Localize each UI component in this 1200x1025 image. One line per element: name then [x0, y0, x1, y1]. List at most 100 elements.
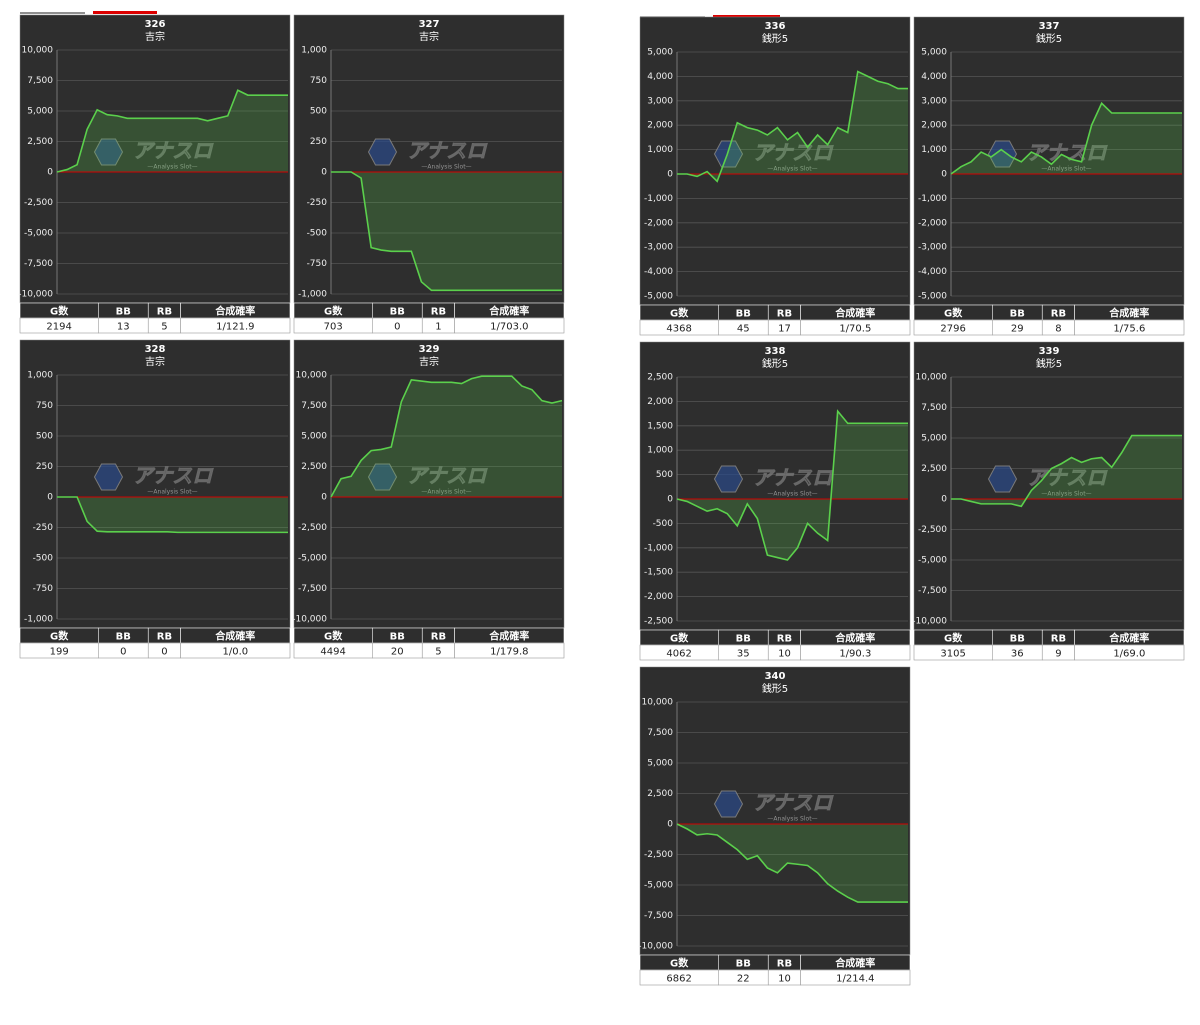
area — [57, 497, 288, 533]
y-tick-label: 2,500 — [921, 464, 947, 474]
table-cell — [454, 642, 565, 659]
chart-subtitle: 銭形5 — [762, 32, 788, 45]
table-header: G数 — [670, 957, 689, 970]
table-cell — [800, 969, 911, 986]
area — [951, 435, 1182, 507]
y-tick-label: -1,000 — [24, 615, 53, 625]
table-header: BB — [1010, 634, 1025, 645]
y-tick-label: -2,500 — [918, 525, 947, 535]
table-header: RB — [431, 632, 446, 643]
table-cell — [1074, 644, 1185, 661]
table-header: 合成確率 — [1108, 307, 1149, 320]
table-value: 20 — [391, 647, 404, 658]
watermark-title: アナスロ — [133, 464, 215, 488]
watermark-logo — [93, 463, 124, 491]
line — [677, 70, 908, 183]
table-value: 17 — [778, 324, 791, 335]
y-tick-label: -5,000 — [298, 554, 327, 564]
watermark-subtitle: —Analysis Slot— — [767, 166, 817, 173]
chart-title: 336 — [765, 21, 786, 32]
y-tick-label: -5,000 — [24, 229, 53, 239]
y-tick-label: -2,000 — [644, 218, 673, 228]
watermark-logo — [713, 790, 744, 818]
y-tick-label: -7,500 — [918, 586, 947, 596]
table-cell — [1074, 319, 1185, 336]
y-tick-label: -750 — [33, 584, 54, 594]
table-value: 3105 — [940, 649, 965, 660]
y-tick-label: -2,000 — [918, 218, 947, 228]
line — [950, 101, 1182, 175]
table-value: 1/69.0 — [1113, 649, 1145, 660]
y-tick-label: 10,000 — [642, 698, 674, 708]
y-tick-label: 1,500 — [647, 421, 673, 431]
line — [56, 89, 288, 173]
y-tick-label: 7,500 — [647, 728, 673, 738]
y-tick-label: 5,000 — [27, 107, 53, 117]
watermark-subtitle: —Analysis Slot— — [147, 489, 197, 496]
area — [677, 71, 908, 182]
y-tick-label: -5,000 — [918, 292, 947, 302]
watermark-subtitle: —Analysis Slot— — [421, 489, 471, 496]
y-tick-label: 500 — [656, 470, 673, 480]
table-header: RB — [157, 307, 172, 318]
table-header: 合成確率 — [214, 630, 255, 643]
y-tick-label: -3,000 — [918, 243, 947, 253]
table-value: 0 — [161, 647, 167, 658]
y-tick-label: 10,000 — [916, 373, 948, 383]
watermark-title: アナスロ — [407, 139, 489, 163]
table-header: 合成確率 — [488, 630, 529, 643]
watermark-logo — [367, 463, 398, 491]
y-tick-label: 0 — [47, 168, 53, 178]
table-header: BB — [390, 307, 405, 318]
line — [951, 434, 1182, 508]
watermark-title: アナスロ — [753, 141, 835, 165]
table-value: 6862 — [666, 974, 691, 985]
chart-title: 338 — [765, 346, 786, 357]
y-tick-label: -1,000 — [298, 290, 327, 300]
table-value: 2796 — [940, 324, 965, 335]
y-tick-label: -250 — [307, 198, 328, 208]
chart-subtitle: 吉宗 — [419, 355, 439, 368]
table-header: RB — [1051, 309, 1066, 320]
y-tick-label: 1,000 — [921, 145, 947, 155]
table-value: 0 — [394, 322, 400, 333]
area — [331, 376, 562, 497]
table-header: BB — [116, 307, 131, 318]
table-header: RB — [157, 632, 172, 643]
table-header: G数 — [324, 305, 343, 318]
y-tick-label: -2,500 — [644, 617, 673, 627]
y-tick-label: 750 — [36, 401, 53, 411]
y-tick-label: -2,000 — [644, 592, 673, 602]
watermark-logo — [367, 138, 398, 166]
chart-title: 328 — [145, 344, 166, 355]
chart-subtitle: 吉宗 — [145, 30, 165, 43]
table-value: 4062 — [666, 649, 691, 660]
line — [57, 496, 288, 534]
watermark-title: アナスロ — [407, 464, 489, 488]
y-tick-label: -4,000 — [644, 267, 673, 277]
chart-subtitle: 吉宗 — [419, 30, 439, 43]
table-value: 4368 — [666, 324, 691, 335]
table-header: BB — [1010, 309, 1025, 320]
y-tick-label: -10,000 — [18, 290, 53, 300]
table-header: RB — [1051, 634, 1066, 645]
table-value: 9 — [1055, 649, 1061, 660]
y-tick-label: -10,000 — [292, 615, 327, 625]
area — [331, 172, 562, 291]
y-tick-label: 1,000 — [301, 46, 327, 56]
table-value: 1/703.0 — [490, 322, 528, 333]
y-tick-label: 500 — [36, 432, 53, 442]
table-header: 合成確率 — [488, 305, 529, 318]
table-header: BB — [736, 634, 751, 645]
table-cell — [454, 317, 565, 334]
y-tick-label: 3,000 — [921, 96, 947, 106]
table-value: 29 — [1011, 324, 1024, 335]
panel-background — [639, 666, 911, 956]
y-tick-label: -250 — [33, 523, 54, 533]
panel-background — [293, 14, 565, 304]
panel-background — [19, 14, 291, 304]
table-value: 10 — [778, 649, 791, 660]
